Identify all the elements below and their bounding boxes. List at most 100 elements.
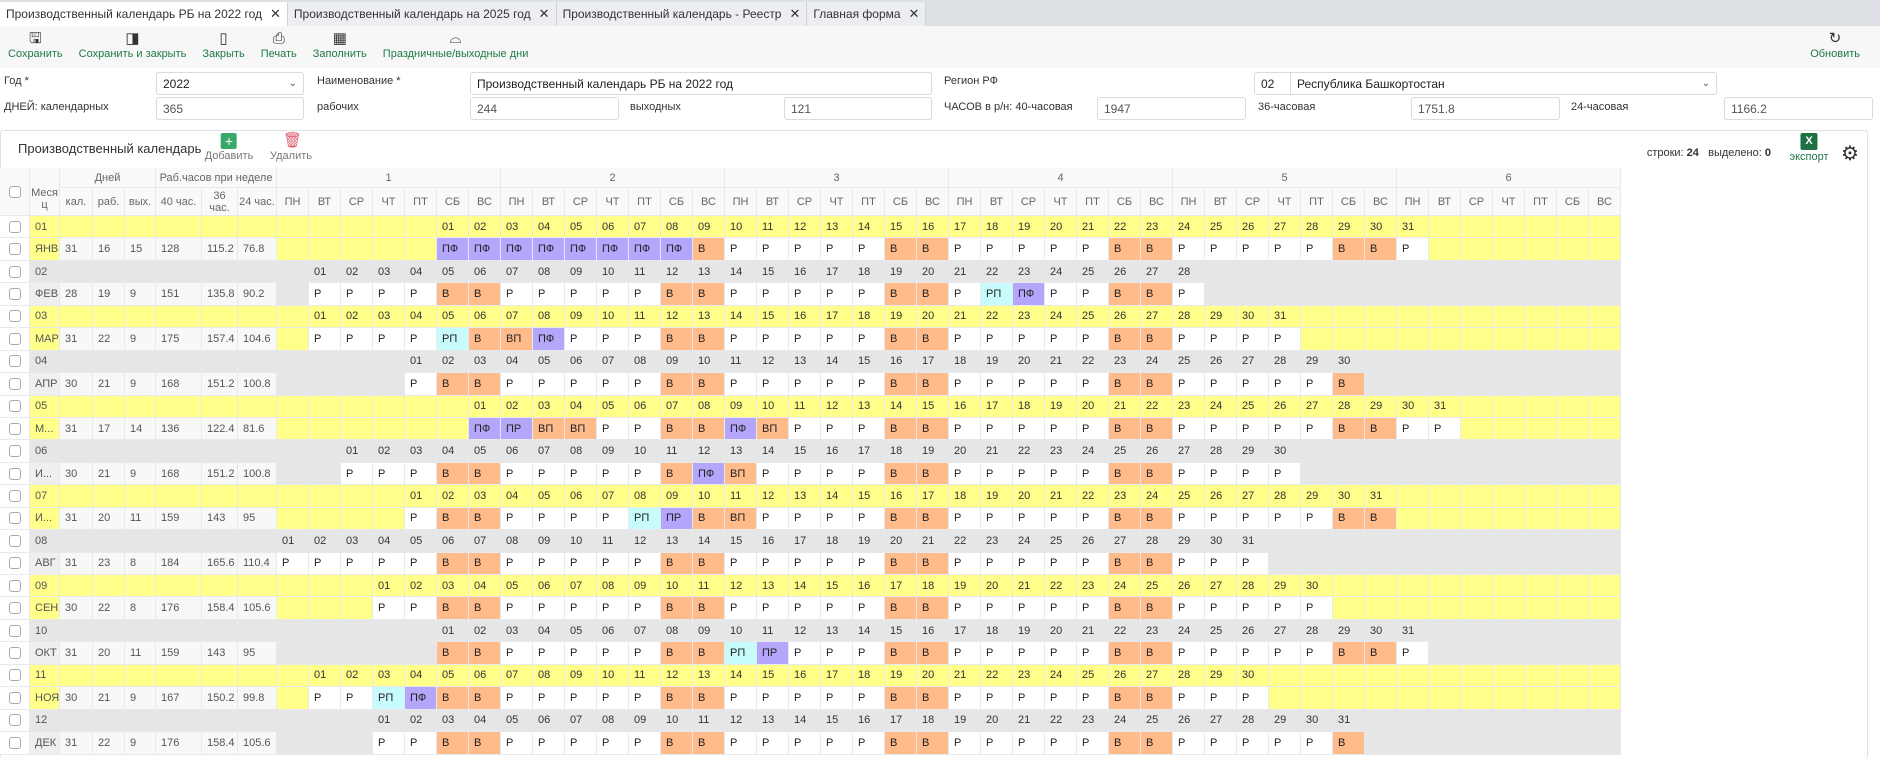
day-code-cell[interactable]: Р (1173, 687, 1205, 710)
day-code-cell[interactable]: Р (981, 597, 1013, 620)
day-code-cell[interactable]: Р (597, 417, 629, 441)
day-code-cell[interactable]: Р (725, 238, 757, 261)
day-code-cell[interactable]: Р (501, 732, 533, 755)
day-code-cell[interactable]: Р (949, 732, 981, 755)
day-code-cell[interactable]: В (693, 507, 725, 531)
day-code-cell[interactable]: Р (789, 507, 821, 531)
day-code-cell[interactable]: В (1333, 417, 1365, 441)
day-code-cell[interactable]: Р (1045, 552, 1077, 575)
day-code-cell[interactable]: В (1333, 642, 1365, 665)
row-checkbox[interactable] (0, 417, 30, 441)
day-code-cell[interactable]: В (437, 462, 469, 486)
day-code-cell[interactable]: Р (1013, 507, 1045, 531)
day-code-cell[interactable]: ПФ (725, 417, 757, 441)
row-checkbox[interactable] (0, 507, 30, 531)
day-code-cell[interactable]: В (917, 642, 949, 665)
day-code-cell[interactable]: В (437, 732, 469, 755)
day-code-cell[interactable]: Р (821, 462, 853, 486)
day-code-cell[interactable]: В (1333, 732, 1365, 755)
day-code-cell[interactable]: Р (1269, 238, 1301, 261)
day-code-cell[interactable]: Р (1237, 238, 1269, 261)
day-code-cell[interactable]: В (885, 552, 917, 575)
day-code-cell[interactable]: Р (629, 283, 661, 306)
day-code-cell[interactable]: Р (629, 552, 661, 575)
day-code-cell[interactable]: В (437, 597, 469, 620)
day-code-cell[interactable]: В (1109, 507, 1141, 531)
day-code-cell[interactable]: Р (565, 642, 597, 665)
day-code-cell[interactable]: Р (309, 328, 341, 351)
day-code-cell[interactable]: РП (437, 328, 469, 351)
day-code-cell[interactable]: В (469, 552, 501, 575)
day-code-cell[interactable]: Р (949, 507, 981, 531)
day-code-cell[interactable]: В (1109, 552, 1141, 575)
day-code-cell[interactable]: Р (565, 328, 597, 351)
hours-36-field[interactable]: 1751.8 (1411, 97, 1560, 120)
day-code-cell[interactable]: Р (1045, 283, 1077, 306)
day-code-cell[interactable]: Р (629, 328, 661, 351)
day-code-cell[interactable]: В (1141, 328, 1173, 351)
day-code-cell[interactable]: Р (1205, 642, 1237, 665)
day-code-cell[interactable]: В (1365, 507, 1397, 531)
day-code-cell[interactable]: РП (981, 283, 1013, 306)
day-code-cell[interactable]: В (1141, 552, 1173, 575)
day-code-cell[interactable]: Р (1077, 328, 1109, 351)
day-code-cell[interactable]: Р (1013, 373, 1045, 396)
day-code-cell[interactable]: В (437, 283, 469, 306)
row-checkbox[interactable] (0, 440, 30, 463)
day-code-cell[interactable]: Р (533, 642, 565, 665)
close-icon[interactable]: ✕ (538, 6, 550, 21)
day-code-cell[interactable]: В (885, 597, 917, 620)
close-button[interactable]: ▯ Закрыть (202, 30, 244, 60)
day-code-cell[interactable]: В (917, 283, 949, 306)
day-code-cell[interactable]: Р (1045, 373, 1077, 396)
row-checkbox[interactable] (0, 530, 30, 553)
row-checkbox[interactable] (0, 575, 30, 598)
day-code-cell[interactable]: Р (757, 283, 789, 306)
day-code-cell[interactable]: Р (1269, 462, 1301, 486)
day-code-cell[interactable]: Р (1237, 462, 1269, 486)
day-code-cell[interactable]: Р (405, 328, 437, 351)
day-code-cell[interactable]: Р (1173, 732, 1205, 755)
day-code-cell[interactable]: ПФ (469, 417, 501, 441)
day-code-cell[interactable]: Р (373, 552, 405, 575)
day-code-cell[interactable]: В (917, 597, 949, 620)
day-code-cell[interactable]: Р (1045, 507, 1077, 531)
day-code-cell[interactable]: Р (853, 687, 885, 710)
region-code-input[interactable]: 02 (1254, 72, 1291, 95)
day-code-cell[interactable]: Р (373, 462, 405, 486)
day-code-cell[interactable]: Р (853, 642, 885, 665)
gear-icon[interactable]: ⚙ (1841, 143, 1859, 165)
day-code-cell[interactable]: ПФ (629, 238, 661, 261)
day-code-cell[interactable]: ПР (501, 417, 533, 441)
day-code-cell[interactable]: Р (1173, 597, 1205, 620)
row-checkbox[interactable] (0, 664, 30, 688)
day-code-cell[interactable]: Р (597, 328, 629, 351)
day-code-cell[interactable]: В (917, 373, 949, 396)
day-code-cell[interactable]: В (1365, 642, 1397, 665)
day-code-cell[interactable]: В (1141, 462, 1173, 486)
day-code-cell[interactable]: Р (853, 552, 885, 575)
day-code-cell[interactable]: Р (501, 687, 533, 710)
day-code-cell[interactable]: Р (853, 597, 885, 620)
day-code-cell[interactable]: В (885, 732, 917, 755)
day-code-cell[interactable]: Р (949, 642, 981, 665)
day-code-cell[interactable]: В (469, 283, 501, 306)
day-code-cell[interactable]: Р (949, 238, 981, 261)
day-code-cell[interactable]: Р (1173, 642, 1205, 665)
day-code-cell[interactable]: Р (405, 462, 437, 486)
day-code-cell[interactable]: В (917, 507, 949, 531)
day-code-cell[interactable]: В (1141, 507, 1173, 531)
close-icon[interactable]: ✕ (269, 6, 281, 21)
day-code-cell[interactable]: Р (309, 687, 341, 710)
day-code-cell[interactable]: В (885, 687, 917, 710)
day-code-cell[interactable]: В (885, 462, 917, 486)
day-code-cell[interactable]: Р (981, 507, 1013, 531)
day-code-cell[interactable]: Р (1077, 373, 1109, 396)
row-checkbox[interactable] (0, 328, 30, 351)
day-code-cell[interactable]: Р (597, 552, 629, 575)
day-code-cell[interactable]: Р (1269, 373, 1301, 396)
day-code-cell[interactable]: Р (1205, 328, 1237, 351)
day-code-cell[interactable]: Р (1173, 462, 1205, 486)
row-checkbox[interactable] (0, 732, 30, 755)
day-code-cell[interactable]: В (917, 417, 949, 441)
